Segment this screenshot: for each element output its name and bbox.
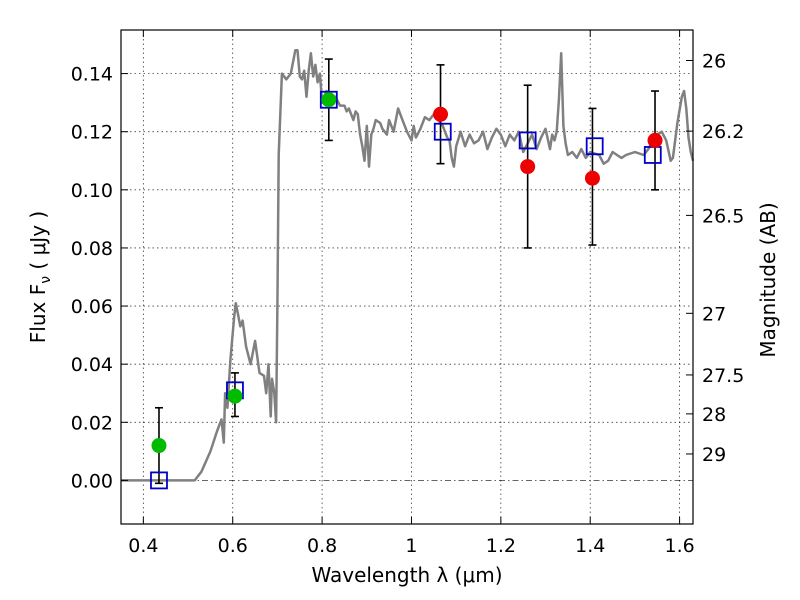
x-tick-label: 1 xyxy=(405,535,417,557)
x-tick-label: 1.6 xyxy=(664,535,694,557)
model-photometry-square xyxy=(585,137,604,156)
y-axis-label-main: Flux F xyxy=(26,284,50,343)
right-tick-label: 26.2 xyxy=(702,121,744,143)
right-tick-label: 26 xyxy=(702,51,726,73)
right-tick-label: 27 xyxy=(702,303,726,325)
y-axis-label-subscript: ν xyxy=(38,276,54,284)
grid xyxy=(121,30,693,524)
y-tick-label: 0.06 xyxy=(71,296,113,318)
sed-spectrum-line xyxy=(121,49,695,482)
ground-photometry-point xyxy=(520,159,536,175)
ground-photometry-point xyxy=(584,170,600,186)
y-tick-label: 0.02 xyxy=(71,412,113,434)
x-tick-label: 0.8 xyxy=(307,535,337,557)
right-tick-label: 28 xyxy=(702,404,726,426)
axes: 0.4 0.6 0.8 1 1.2 1.4 1.6 0.00 0.02 0.04 0.06 0.08 0… xyxy=(71,30,744,557)
y-tick-label: 0.12 xyxy=(71,122,113,144)
x-tick-label: 0.4 xyxy=(128,535,158,557)
y-tick-label: 0.08 xyxy=(71,238,113,260)
space-photometry-point xyxy=(321,92,337,108)
model-photometry-square xyxy=(319,90,338,109)
space-photometry-point xyxy=(227,388,243,404)
y-tick-label: 0.04 xyxy=(71,354,113,376)
x-axis-label: Wavelength λ (μm) xyxy=(311,563,502,587)
ground-photometry-point xyxy=(433,106,449,122)
model-photometry-square xyxy=(518,131,537,150)
right-axis-label: Magnitude (AB) xyxy=(756,202,780,357)
plot-frame xyxy=(120,29,694,525)
plot-area xyxy=(121,49,695,490)
right-tick-label: 27.5 xyxy=(702,365,744,387)
right-tick-label: 26.5 xyxy=(702,205,744,227)
x-tick-label: 1.2 xyxy=(486,535,516,557)
y-axis-label-unit: ( μJy ) xyxy=(26,211,50,276)
y-tick-label: 0.00 xyxy=(71,470,113,492)
model-photometry-square xyxy=(150,471,168,490)
x-tick-label: 0.6 xyxy=(218,535,248,557)
y-tick-label: 0.10 xyxy=(71,180,113,202)
y-tick-label: 0.14 xyxy=(71,64,113,86)
right-tick-label: 29 xyxy=(702,444,726,466)
x-tick-label: 1.4 xyxy=(575,535,605,557)
y-axis-label: Flux Fν ( μJy ) xyxy=(26,211,54,343)
space-photometry-point xyxy=(151,438,167,454)
model-photometry-square xyxy=(433,122,452,141)
ground-photometry-point xyxy=(647,132,663,148)
